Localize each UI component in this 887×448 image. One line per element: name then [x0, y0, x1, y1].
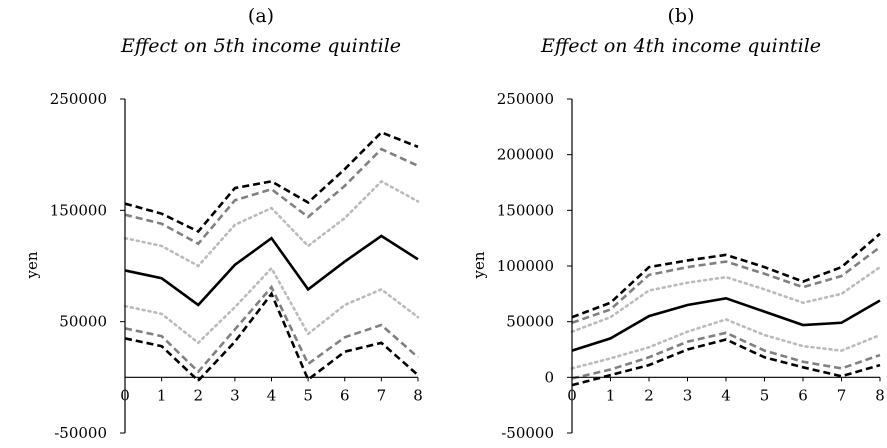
series-line-dotted-2: [570, 318, 882, 370]
x-tick-label: 1: [157, 386, 167, 404]
series-line-dashed-4: [124, 284, 419, 374]
y-tick-label: 250000: [50, 90, 107, 108]
series-line-dashed-3: [571, 246, 881, 325]
panel-a-title: Effect on 5th income quintile: [120, 35, 401, 57]
x-tick-label: 8: [875, 386, 885, 404]
panel-b-label: (b): [668, 5, 695, 27]
series-line-solid-0: [571, 296, 881, 352]
x-tick-label: 7: [377, 386, 387, 404]
x-tick-label: 8: [413, 386, 423, 404]
series-line-dotted-1: [570, 265, 882, 333]
series-line-dashed-4: [571, 331, 881, 380]
panel-b-series: [570, 232, 882, 387]
x-tick-label: 2: [193, 386, 203, 404]
series-line-dashed-6: [124, 291, 419, 383]
series-line-dashed-5: [571, 232, 881, 319]
y-tick-label: 250000: [497, 90, 554, 108]
panel-a-label: (a): [248, 5, 274, 27]
panel-a-ylabel: yen: [23, 251, 41, 279]
panel-a-series: [123, 130, 420, 383]
panel-b-yticks: 250000 200000 150000 100000 50000 0 -50000: [497, 90, 572, 442]
x-tick-label: 3: [683, 386, 693, 404]
y-tick-label: -50000: [54, 424, 107, 442]
panel-a-yticks: 250000 150000 50000 -50000: [50, 90, 125, 442]
series-line-dotted-2: [123, 266, 420, 345]
panel-a: (a) Effect on 5th income quintile yen 25…: [23, 5, 423, 442]
y-tick-label: 200000: [497, 146, 554, 164]
x-tick-label: 4: [267, 386, 277, 404]
y-tick-label: 0: [544, 368, 554, 386]
x-tick-label: 6: [798, 386, 808, 404]
y-tick-label: 150000: [497, 201, 554, 219]
x-tick-label: 5: [760, 386, 770, 404]
x-tick-label: 3: [230, 386, 240, 404]
x-tick-label: 2: [644, 386, 654, 404]
x-tick-label: 4: [721, 386, 731, 404]
y-tick-label: 150000: [50, 201, 107, 219]
series-line-solid-0: [124, 234, 419, 307]
x-tick-label: 1: [606, 386, 616, 404]
panel-b: (b) Effect on 4th income quintile yen 25…: [470, 5, 885, 442]
panel-b-title: Effect on 4th income quintile: [540, 35, 821, 57]
y-tick-label: 50000: [506, 313, 554, 331]
series-line-dashed-5: [124, 130, 419, 234]
x-tick-label: 6: [340, 386, 350, 404]
y-tick-label: -50000: [501, 424, 554, 442]
y-tick-label: 100000: [497, 257, 554, 275]
x-tick-label: 5: [303, 386, 313, 404]
y-tick-label: 50000: [59, 313, 107, 331]
series-line-dotted-1: [123, 179, 420, 268]
series-line-dashed-6: [571, 338, 881, 387]
series-line-dashed-3: [124, 147, 419, 246]
x-tick-label: 7: [837, 386, 847, 404]
panel-b-ylabel: yen: [470, 251, 488, 279]
